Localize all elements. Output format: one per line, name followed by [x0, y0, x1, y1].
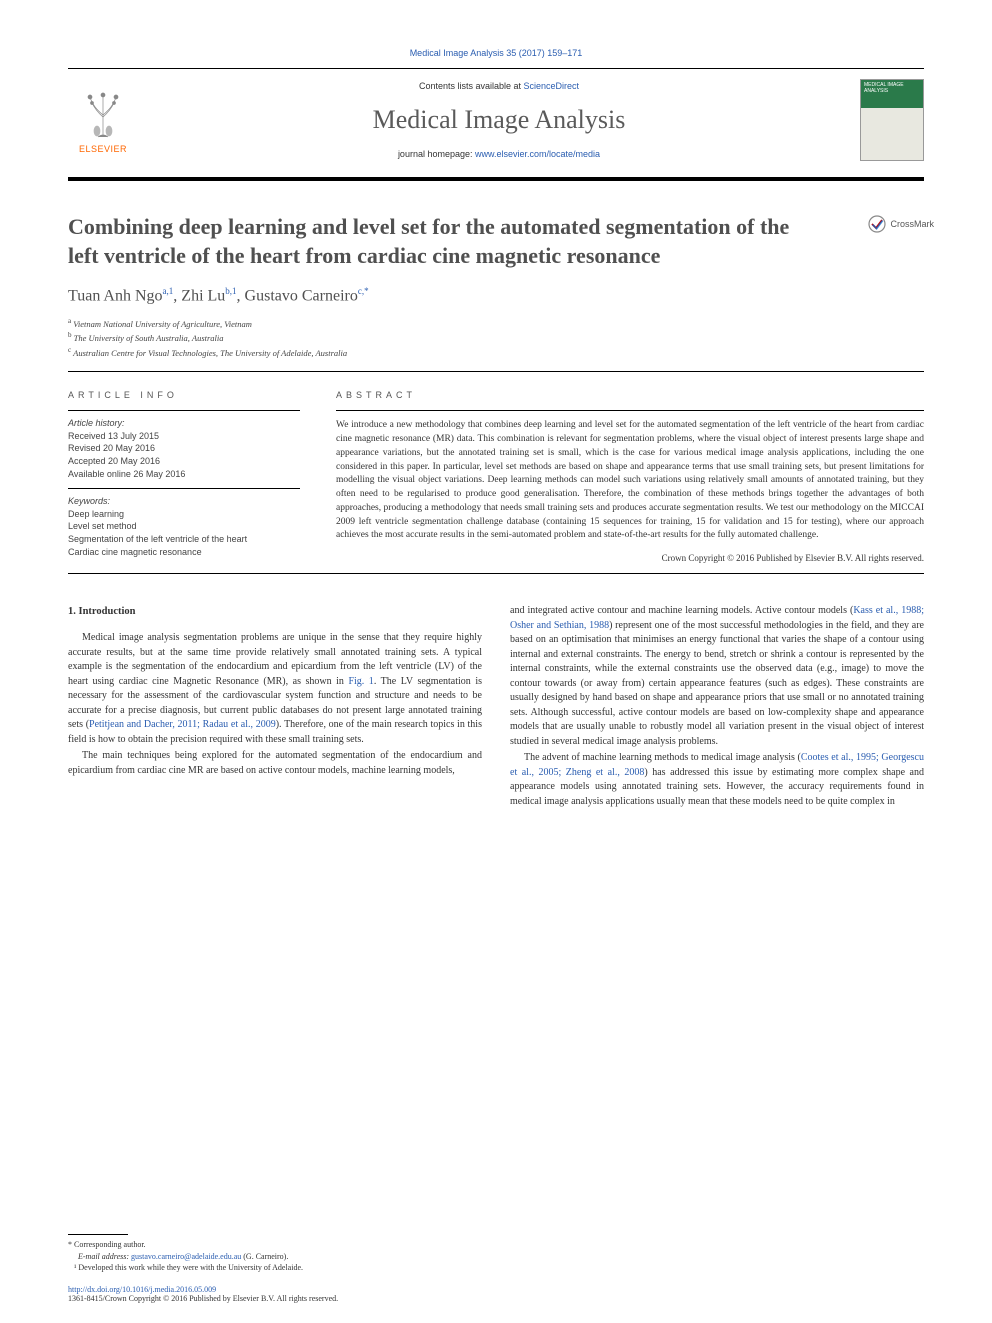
elsevier-label: ELSEVIER — [79, 144, 127, 154]
email-label: E-mail address: — [78, 1252, 131, 1261]
abstract-copyright: Crown Copyright © 2016 Published by Else… — [336, 553, 924, 563]
email-suffix: (G. Carneiro). — [241, 1252, 288, 1261]
abstract-heading: ABSTRACT — [336, 390, 924, 400]
homepage-prefix: journal homepage: — [398, 149, 475, 159]
ref-petitjean[interactable]: Petitjean and Dacher, 2011; Radau et al.… — [89, 719, 276, 730]
footnotes: * Corresponding author. E-mail address: … — [68, 1234, 468, 1273]
sciencedirect-link[interactable]: ScienceDirect — [524, 81, 580, 91]
journal-citation[interactable]: Medical Image Analysis 35 (2017) 159–171 — [68, 48, 924, 58]
issn-line: 1361-8415/Crown Copyright © 2016 Publish… — [68, 1294, 338, 1303]
author-3[interactable]: Gustavo Carneiro — [245, 288, 358, 305]
keywords-label: Keywords: — [68, 495, 300, 508]
elsevier-tree-icon — [76, 86, 131, 142]
keyword-4: Cardiac cine magnetic resonance — [68, 546, 300, 559]
author-2[interactable]: Zhi Lu — [181, 288, 225, 305]
keyword-1: Deep learning — [68, 508, 300, 521]
intro-p3b: ) represent one of the most successful m… — [510, 620, 924, 747]
author-1-aff: a,1 — [163, 286, 174, 296]
article-info-heading: ARTICLE INFO — [68, 390, 300, 400]
homepage-link[interactable]: www.elsevier.com/locate/media — [475, 149, 600, 159]
contents-line: Contents lists available at ScienceDirec… — [138, 81, 860, 91]
body-column-left: 1. Introduction Medical image analysis s… — [68, 604, 482, 811]
keyword-2: Level set method — [68, 520, 300, 533]
history-label: Article history: — [68, 417, 300, 430]
corresponding-author: * Corresponding author. — [68, 1239, 468, 1250]
affiliation-a: Vietnam National University of Agricultu… — [73, 318, 252, 328]
abstract-text: We introduce a new methodology that comb… — [336, 419, 924, 543]
contents-prefix: Contents lists available at — [419, 81, 524, 91]
intro-p2: The main techniques being explored for t… — [68, 749, 482, 778]
history-received: Received 13 July 2015 — [68, 430, 300, 443]
intro-heading: 1. Introduction — [68, 604, 482, 619]
article-title: Combining deep learning and level set fo… — [68, 213, 808, 270]
homepage-line: journal homepage: www.elsevier.com/locat… — [138, 149, 860, 159]
crossmark-badge[interactable]: CrossMark — [868, 215, 934, 233]
history-revised: Revised 20 May 2016 — [68, 442, 300, 455]
intro-p4a: The advent of machine learning methods t… — [524, 752, 801, 763]
journal-name: Medical Image Analysis — [138, 105, 860, 135]
affiliation-b: The University of South Australia, Austr… — [74, 333, 224, 343]
crossmark-label: CrossMark — [890, 219, 934, 229]
body-column-right: and integrated active contour and machin… — [510, 604, 924, 811]
journal-header: ELSEVIER Contents lists available at Sci… — [68, 68, 924, 181]
email-link[interactable]: gustavo.carneiro@adelaide.edu.au — [131, 1252, 241, 1261]
elsevier-logo[interactable]: ELSEVIER — [68, 80, 138, 160]
history-online: Available online 26 May 2016 — [68, 468, 300, 481]
fig1-link[interactable]: Fig. 1 — [348, 676, 373, 687]
cover-title: MEDICAL IMAGE ANALYSIS — [864, 83, 920, 94]
authors: Tuan Anh Ngoa,1, Zhi Lub,1, Gustavo Carn… — [68, 286, 924, 305]
doi-link[interactable]: http://dx.doi.org/10.1016/j.media.2016.0… — [68, 1285, 216, 1294]
intro-p3a: and integrated active contour and machin… — [510, 605, 853, 616]
author-2-aff: b,1 — [225, 286, 236, 296]
page-footer: http://dx.doi.org/10.1016/j.media.2016.0… — [68, 1285, 338, 1303]
affiliation-c: Australian Centre for Visual Technologie… — [73, 348, 347, 358]
history-accepted: Accepted 20 May 2016 — [68, 455, 300, 468]
author-3-corr: * — [364, 286, 369, 296]
affiliations: a Vietnam National University of Agricul… — [68, 316, 924, 360]
keyword-3: Segmentation of the left ventricle of th… — [68, 533, 300, 546]
author-1[interactable]: Tuan Anh Ngo — [68, 288, 163, 305]
journal-cover-thumbnail[interactable]: MEDICAL IMAGE ANALYSIS — [860, 79, 924, 161]
author-note-1: ¹ Developed this work while they were wi… — [68, 1262, 468, 1273]
